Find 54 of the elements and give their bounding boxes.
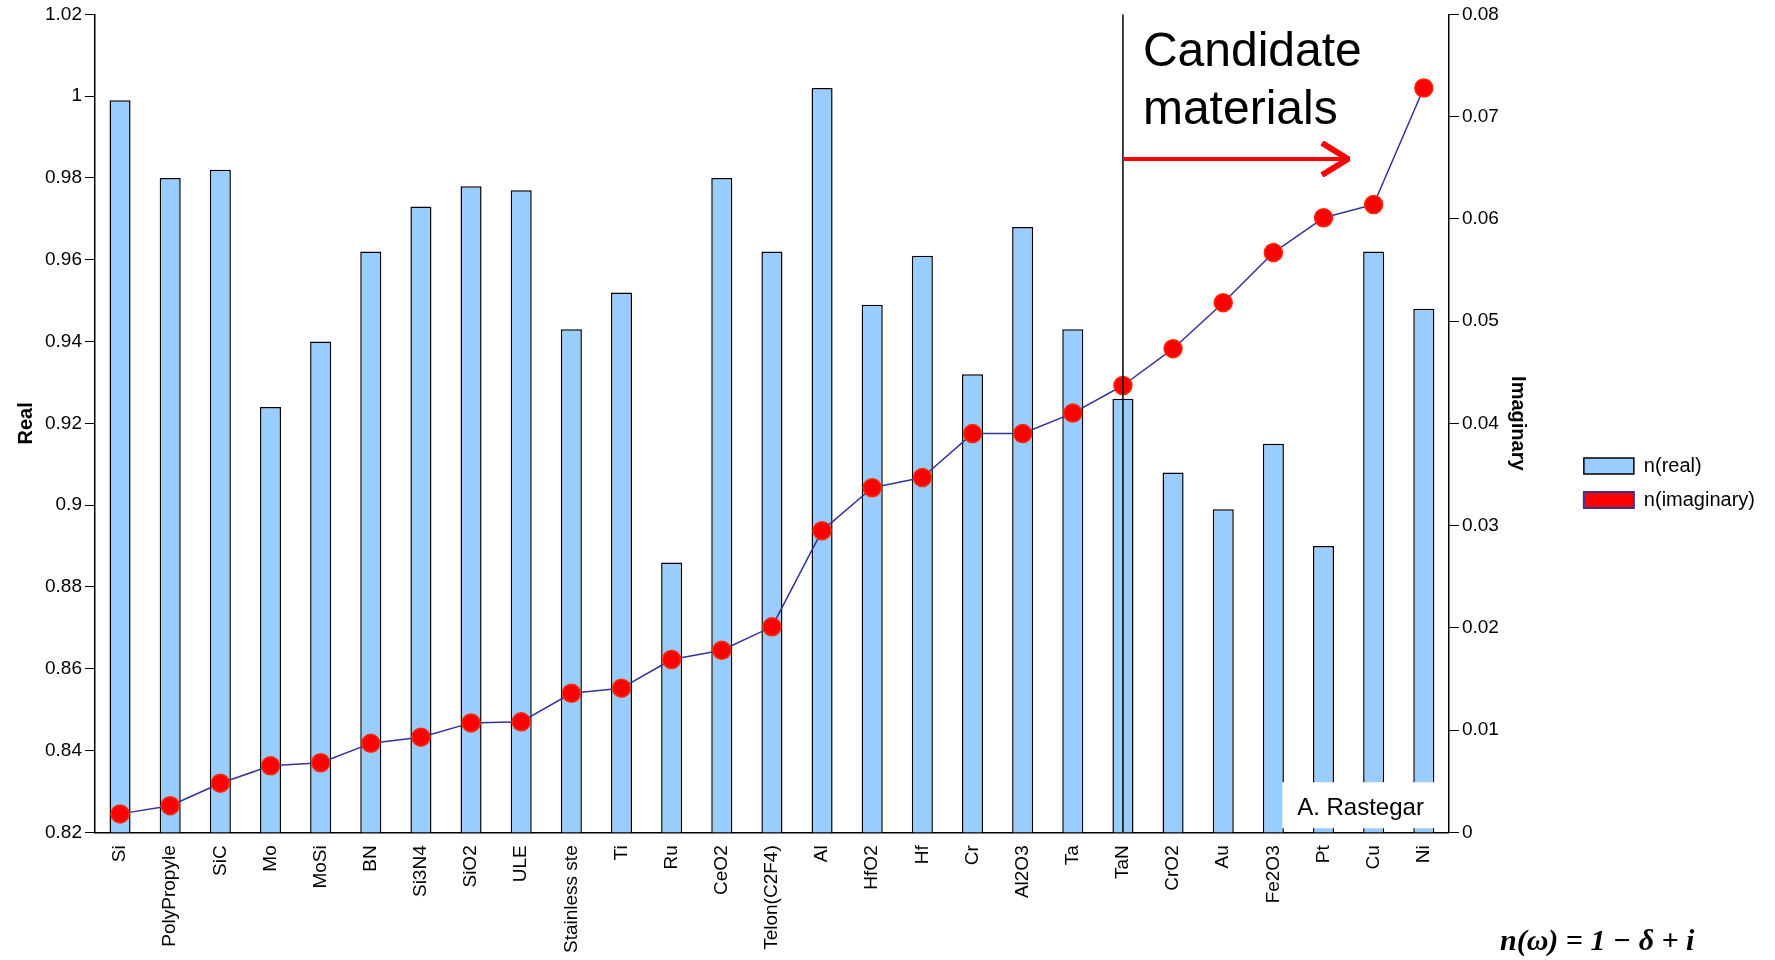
x-tick-label: Ti	[609, 845, 631, 861]
x-tick-label: Stainless ste	[559, 845, 581, 954]
x-tick-label: Cr	[960, 844, 982, 866]
y2-axis-title: Imaginary	[1508, 376, 1531, 472]
legend-label: n(imaginary)	[1643, 487, 1756, 510]
x-tick-label: Al	[810, 845, 832, 863]
legend-label: n(real)	[1643, 453, 1702, 476]
x-tick-label: Ru	[659, 845, 681, 870]
y2-tick-label: 0	[1461, 820, 1473, 842]
y-tick-label: 1	[71, 84, 82, 106]
y-tick-label: 0.86	[45, 656, 82, 678]
x-tick-label: BN	[359, 845, 381, 872]
y-tick-label: 0.84	[45, 738, 83, 760]
y-tick-label: 0.96	[45, 248, 82, 269]
y2-tick-label: 0.01	[1461, 718, 1499, 740]
y-tick-label: 0.92	[45, 411, 82, 433]
x-tick-label: MoSi	[308, 845, 330, 889]
x-tick-label: TaN	[1111, 845, 1133, 880]
y-tick-label: 0.9	[55, 493, 82, 515]
x-tick-label: CrO2	[1161, 845, 1183, 891]
x-tick-label: Mo	[258, 845, 280, 872]
y2-tick-label: 0.02	[1461, 616, 1499, 638]
x-tick-label: ULE	[509, 845, 531, 883]
x-tick-label: Cu	[1361, 845, 1383, 870]
y2-tick-label: 0.05	[1461, 309, 1499, 331]
y-tick-label: 1.02	[45, 2, 82, 24]
x-tick-label: Si3N4	[409, 844, 431, 898]
x-tick-label: PolyPropyle	[158, 845, 180, 947]
x-tick-label: Fe2O3	[1261, 845, 1283, 904]
y-tick-label: 0.98	[45, 166, 82, 188]
x-tick-label: Au	[1211, 845, 1233, 869]
x-tick-label: Si	[108, 845, 130, 863]
y-axis-title: Real	[13, 402, 36, 445]
text: n(ω) = 1 − δ + i	[1500, 923, 1696, 957]
y2-tick-label: 0.06	[1461, 207, 1499, 229]
x-tick-label: Ni	[1412, 845, 1434, 864]
x-tick-label: Pt	[1311, 844, 1333, 864]
x-tick-label: Hf	[910, 844, 932, 865]
x-tick-label: HfO2	[860, 845, 882, 890]
annotation: A. Rastegar	[1297, 793, 1424, 821]
y2-tick-label: 0.08	[1461, 2, 1499, 24]
y2-tick-label: 0.03	[1461, 513, 1499, 535]
y-tick-label: 0.88	[45, 575, 82, 597]
y2-tick-label: 0.04	[1461, 411, 1500, 433]
x-tick-label: CeO2	[710, 845, 732, 895]
x-tick-label: Ta	[1061, 844, 1083, 866]
x-tick-label: Telon(C2F4)	[760, 845, 782, 950]
y-tick-label: 0.94	[45, 329, 83, 351]
x-tick-label: SiO2	[459, 845, 481, 888]
y2-tick-label: 0.07	[1461, 104, 1499, 126]
annotation: Candidate materials	[1142, 23, 1362, 135]
y-tick-label: 0.82	[45, 820, 82, 842]
x-tick-label: SiC	[208, 845, 230, 876]
x-tick-label: Al2O3	[1010, 845, 1032, 899]
